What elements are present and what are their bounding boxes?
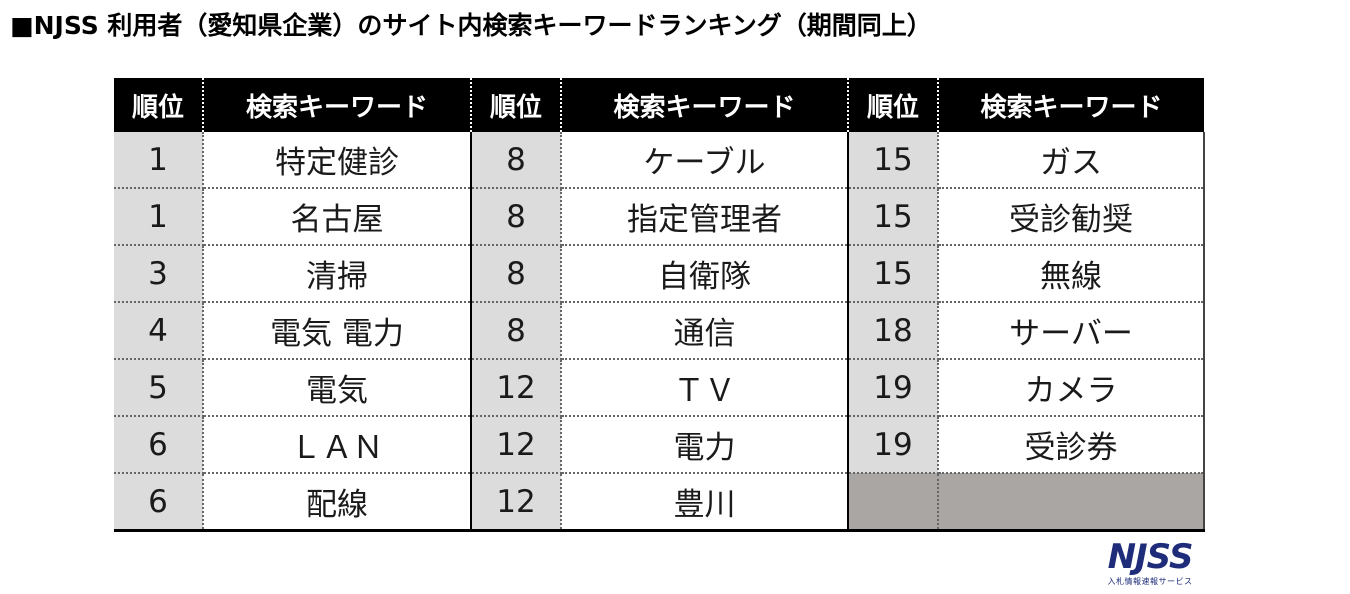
- rank-cell: 1: [114, 188, 204, 246]
- keyword-cell: ＴＶ: [561, 359, 849, 417]
- keyword-cell: 電気 電力: [203, 302, 472, 360]
- rank-cell: 15: [848, 132, 939, 189]
- rank-cell: 15: [848, 188, 939, 246]
- header-keyword: 検索キーワード: [203, 78, 472, 132]
- rank-cell: 6: [114, 416, 204, 474]
- page-title: ■NJSS 利用者（愛知県企業）のサイト内検索キーワードランキング（期間同上）: [10, 11, 932, 40]
- table-row: 6 配線 12 豊川: [114, 473, 1205, 532]
- rank-cell: 6: [114, 473, 204, 532]
- njss-logo: NJSS 入札情報速報サービス: [1098, 540, 1202, 590]
- keyword-cell: 配線: [203, 473, 472, 532]
- empty-keyword-cell: [938, 473, 1205, 532]
- rank-cell: 1: [114, 132, 204, 189]
- keyword-ranking-table: 順位 検索キーワード 順位 検索キーワード 順位 検索キーワード 1 特定健診 …: [114, 78, 1205, 532]
- keyword-cell: ＬＡＮ: [203, 416, 472, 474]
- table-row: 5 電気 12 ＴＶ 19 カメラ: [114, 359, 1205, 417]
- keyword-cell: 受診券: [938, 416, 1205, 474]
- rank-cell: 12: [471, 359, 562, 417]
- table-row: 1 名古屋 8 指定管理者 15 受診勧奨: [114, 188, 1205, 246]
- keyword-cell: 清掃: [203, 245, 472, 303]
- keyword-cell: 指定管理者: [561, 188, 849, 246]
- rank-cell: 3: [114, 245, 204, 303]
- rank-cell: 8: [471, 132, 562, 189]
- keyword-cell: 特定健診: [203, 132, 472, 189]
- header-rank: 順位: [471, 78, 562, 132]
- rank-cell: 8: [471, 188, 562, 246]
- header-keyword: 検索キーワード: [561, 78, 849, 132]
- keyword-cell: 無線: [938, 245, 1205, 303]
- logo-mark: NJSS: [1107, 537, 1194, 577]
- rank-cell: 12: [471, 473, 562, 532]
- rank-cell: 12: [471, 416, 562, 474]
- table-header-row: 順位 検索キーワード 順位 検索キーワード 順位 検索キーワード: [114, 78, 1204, 132]
- empty-rank-cell: [848, 473, 939, 532]
- rank-cell: 19: [848, 416, 939, 474]
- keyword-cell: 名古屋: [203, 188, 472, 246]
- keyword-cell: カメラ: [938, 359, 1205, 417]
- table-row: 6 ＬＡＮ 12 電力 19 受診券: [114, 416, 1205, 474]
- table-row: 3 清掃 8 自衛隊 15 無線: [114, 245, 1205, 303]
- rank-cell: 4: [114, 302, 204, 360]
- keyword-cell: 通信: [561, 302, 849, 360]
- keyword-cell: ケーブル: [561, 132, 849, 189]
- header-rank: 順位: [114, 78, 204, 132]
- keyword-cell: サーバー: [938, 302, 1205, 360]
- rank-cell: 15: [848, 245, 939, 303]
- table-row: 4 電気 電力 8 通信 18 サーバー: [114, 302, 1205, 360]
- logo-subtitle: 入札情報速報サービス: [1107, 577, 1193, 586]
- table-row: 1 特定健診 8 ケーブル 15 ガス: [114, 132, 1205, 189]
- rank-cell: 19: [848, 359, 939, 417]
- header-rank: 順位: [848, 78, 939, 132]
- keyword-cell: 電力: [561, 416, 849, 474]
- keyword-cell: 自衛隊: [561, 245, 849, 303]
- rank-cell: 8: [471, 302, 562, 360]
- rank-cell: 8: [471, 245, 562, 303]
- rank-cell: 18: [848, 302, 939, 360]
- rank-cell: 5: [114, 359, 204, 417]
- keyword-cell: 受診勧奨: [938, 188, 1205, 246]
- header-keyword: 検索キーワード: [938, 78, 1204, 132]
- keyword-cell: 豊川: [561, 473, 849, 532]
- keyword-cell: ガス: [938, 132, 1205, 189]
- keyword-cell: 電気: [203, 359, 472, 417]
